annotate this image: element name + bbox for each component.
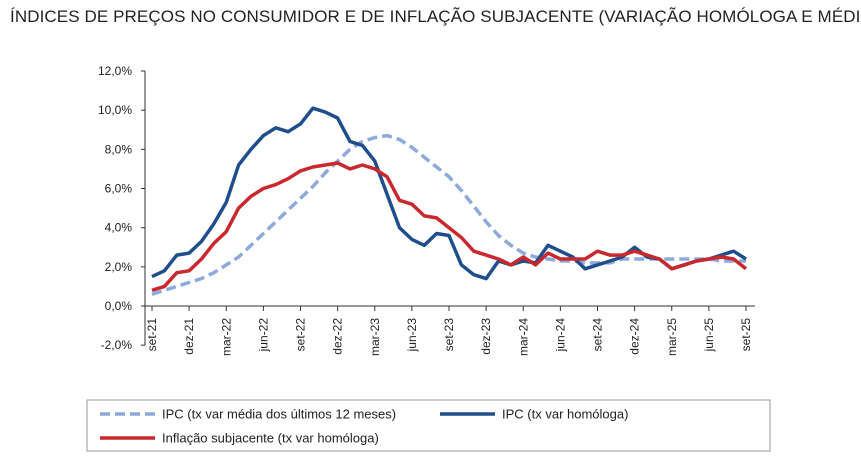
x-tick-label: jun-23 xyxy=(405,318,419,353)
x-tick-label: jun-22 xyxy=(256,318,270,353)
series-line xyxy=(151,133,746,296)
y-tick-label: 4,0% xyxy=(105,221,133,235)
y-tick-label: 0,0% xyxy=(105,299,133,313)
x-tick-label: set-23 xyxy=(442,318,456,352)
x-tick-label: mar-23 xyxy=(368,318,382,356)
x-tick-label: set-21 xyxy=(145,318,159,352)
x-tick-label: set-22 xyxy=(294,318,308,352)
x-tick-label: mar-25 xyxy=(665,318,679,356)
series-line xyxy=(151,106,747,281)
x-tick-label: mar-24 xyxy=(516,318,530,356)
chart-title: ÍNDICES DE PREÇOS NO CONSUMIDOR E DE INF… xyxy=(10,7,861,26)
x-tick-label: dez-22 xyxy=(331,318,345,355)
x-tick-label: set-25 xyxy=(739,318,753,352)
y-tick-label: 2,0% xyxy=(105,260,133,274)
x-tick-label: jun-25 xyxy=(702,318,716,353)
y-tick-label: 10,0% xyxy=(98,103,132,117)
legend: IPC (tx var média dos últimos 12 meses) I… xyxy=(100,407,628,446)
y-tick-label: 8,0% xyxy=(105,142,133,156)
legend-label: IPC (tx var média dos últimos 12 meses) xyxy=(162,407,396,422)
x-tick-label: dez-24 xyxy=(628,318,642,355)
legend-label: Inflação subjacente (tx var homóloga) xyxy=(162,431,379,446)
x-tick-label: jun-24 xyxy=(553,318,567,353)
legend-box xyxy=(86,399,771,452)
series-line xyxy=(151,161,748,292)
y-tick-label: 6,0% xyxy=(105,182,133,196)
x-tick-label: set-24 xyxy=(591,318,605,352)
axes: -2,0% 0,0% 2,0% 4,0% 6,0% 8,0% 10,0% 12,0% set-2… xyxy=(98,64,755,356)
y-tick-label: 12,0% xyxy=(98,64,132,78)
x-tick-label: dez-21 xyxy=(182,318,196,355)
y-tick-label: -2,0% xyxy=(101,338,133,352)
x-tick-label: dez-23 xyxy=(479,318,493,355)
x-tick-label: mar-22 xyxy=(219,318,233,356)
series-lines xyxy=(151,106,748,296)
legend-label: IPC (tx var homóloga) xyxy=(502,407,628,422)
